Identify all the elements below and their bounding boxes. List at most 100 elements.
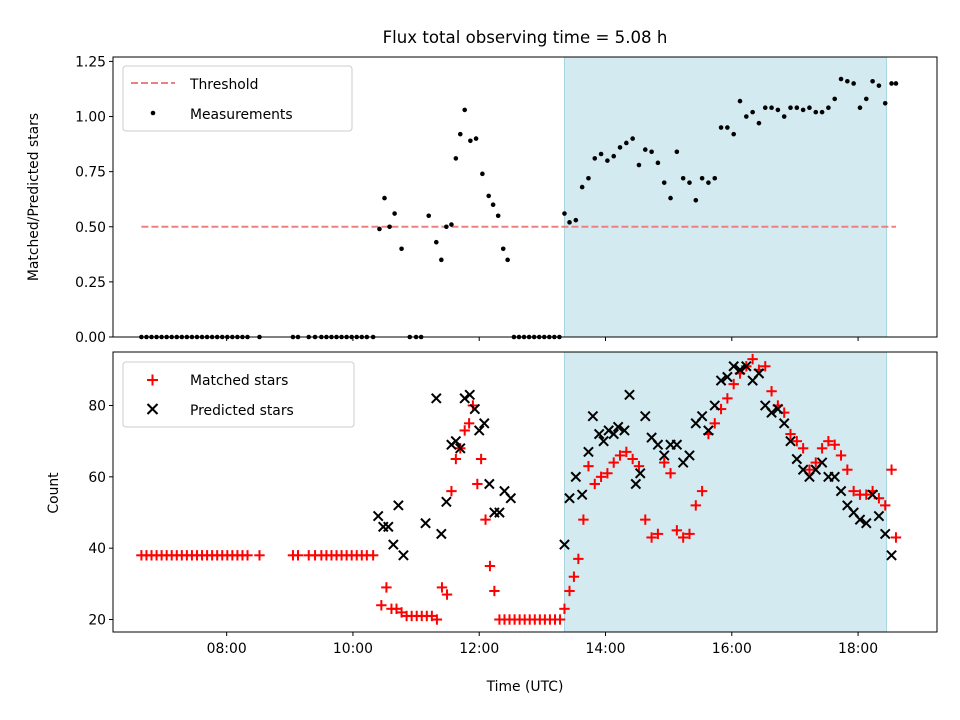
data-point (646, 532, 657, 543)
data-point (595, 471, 607, 483)
data-point (775, 107, 781, 113)
data-point (652, 439, 664, 451)
data-point (804, 464, 815, 475)
chart-title: Flux total observing time = 5.08 h (383, 28, 668, 47)
data-point (469, 403, 481, 415)
data-point (388, 539, 399, 550)
data-point (668, 195, 673, 201)
data-point (480, 514, 491, 525)
data-point (703, 425, 714, 436)
data-point (785, 435, 796, 447)
data-point (750, 109, 755, 115)
y-axis-ticks: 20 40 60 80 (88, 399, 113, 629)
data-point (709, 400, 721, 411)
data-point (254, 550, 265, 561)
data-point (652, 528, 664, 540)
y-tick-label: 20 (88, 613, 106, 629)
legend-box (122, 65, 353, 132)
data-point (832, 96, 838, 102)
data-point (731, 131, 736, 137)
data-point (835, 485, 847, 497)
data-point (690, 500, 701, 511)
data-point (760, 361, 771, 372)
data-point (441, 589, 453, 600)
data-point (475, 453, 487, 465)
data-point (699, 175, 705, 181)
data-point (728, 360, 739, 372)
data-point (608, 428, 620, 440)
data-point (741, 360, 752, 372)
data-point (706, 180, 711, 185)
data-point (473, 136, 479, 141)
data-point (484, 478, 495, 490)
data-point (762, 105, 768, 111)
data-point (562, 211, 567, 216)
data-point (436, 582, 448, 593)
x-axis-ticks: 08:00 10:00 12:00 14:00 16:00 18:00 (207, 632, 878, 657)
legend-measurements-swatch (150, 110, 156, 116)
data-point (505, 492, 517, 504)
data-point (617, 145, 623, 150)
data-point (439, 257, 444, 263)
data-point (573, 553, 584, 565)
data-point (495, 213, 501, 219)
y-tick-label: 0.50 (75, 220, 106, 236)
data-point (772, 403, 784, 415)
data-point (570, 471, 582, 483)
data-point (882, 100, 888, 106)
data-point (450, 453, 462, 465)
data-point (680, 175, 686, 181)
data-point (583, 446, 594, 458)
data-point (624, 140, 629, 146)
data-point (393, 500, 404, 511)
data-point (490, 202, 496, 208)
data-point (756, 120, 762, 126)
data-point (598, 435, 609, 447)
data-point (372, 510, 384, 522)
data-point (624, 389, 635, 401)
data-point (674, 149, 680, 155)
data-point (579, 184, 585, 190)
data-point (367, 550, 379, 561)
observing-window-shade (563, 351, 887, 633)
data-point (399, 246, 404, 252)
data-point (800, 107, 806, 113)
data-point (687, 180, 692, 185)
data-point (587, 410, 599, 422)
data-point (463, 418, 475, 429)
data-point (819, 109, 825, 115)
data-point (564, 492, 575, 504)
data-point (823, 435, 834, 447)
matched-stars-series (136, 353, 902, 625)
data-point (829, 471, 841, 483)
data-point (593, 428, 605, 440)
data-point (459, 425, 470, 436)
data-point (870, 78, 875, 84)
data-point (718, 125, 724, 130)
data-point (598, 151, 604, 157)
y-axis-ticks: 0.00 0.25 0.50 0.75 1.00 1.25 (75, 54, 113, 346)
x-tick-label: 18:00 (838, 641, 878, 657)
y-tick-label: 0.75 (75, 165, 106, 181)
x-tick-label: 10:00 (333, 641, 373, 657)
legend-measurements-label: Measurements (190, 107, 293, 123)
data-point (842, 464, 853, 475)
data-point (854, 514, 866, 525)
data-point (454, 442, 466, 454)
data-point (464, 389, 476, 401)
data-point (468, 138, 473, 144)
data-point (722, 393, 733, 404)
data-point (611, 153, 617, 159)
data-point (766, 407, 777, 418)
data-point (813, 109, 819, 115)
data-point (659, 457, 670, 468)
data-point (554, 614, 566, 625)
plot-frame (112, 351, 938, 633)
data-point (826, 105, 831, 111)
data-point (642, 147, 648, 152)
data-point (876, 83, 882, 88)
data-point (816, 457, 828, 468)
data-point (392, 211, 397, 216)
data-point (845, 78, 850, 84)
data-point (605, 158, 610, 163)
